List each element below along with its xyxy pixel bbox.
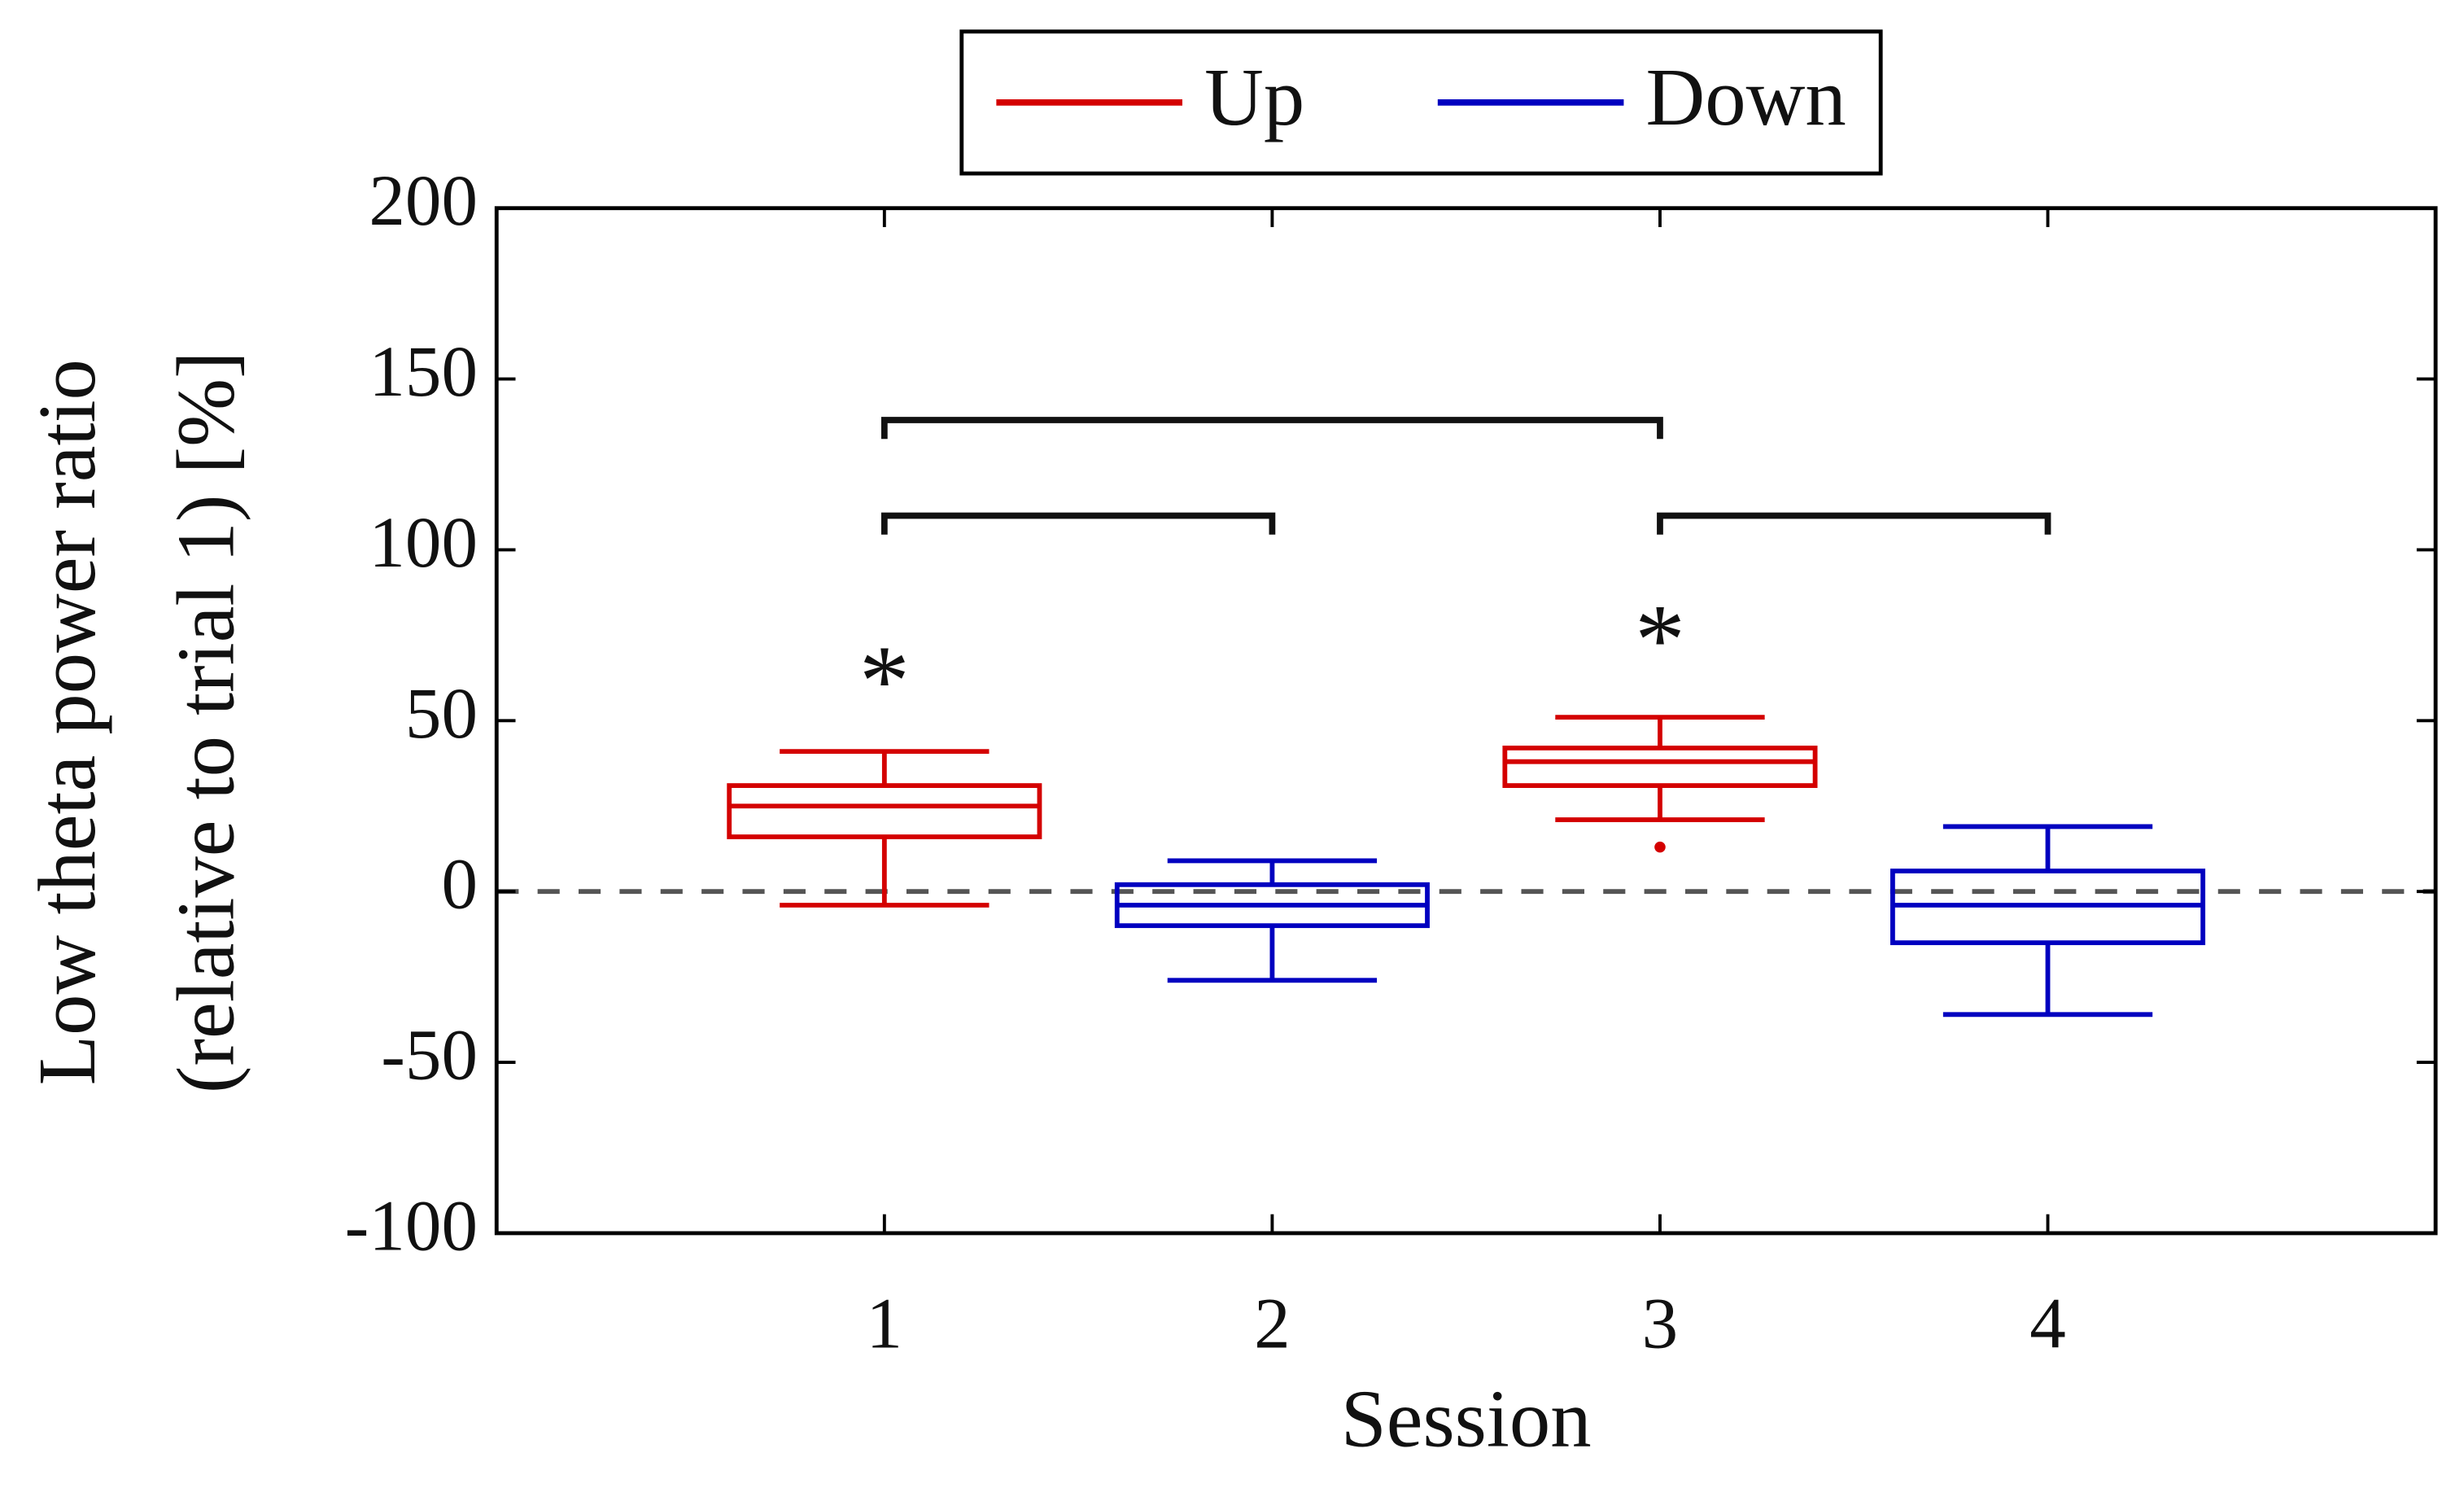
legend-label: Up (1204, 51, 1304, 142)
box (727, 783, 1042, 839)
y-tick-label: 50 (405, 674, 478, 754)
y-tick-label: 150 (369, 332, 478, 412)
x-tick-label: 4 (2029, 1284, 2066, 1364)
x-tick-label: 3 (1642, 1284, 1679, 1364)
y-tick-label: -50 (381, 1016, 478, 1096)
y-tick-label: 100 (369, 503, 478, 583)
x-tick-label: 2 (1254, 1284, 1291, 1364)
significance-marker: * (859, 625, 910, 737)
y-axis-label: Low theta power ratio (21, 359, 112, 1085)
y-tick-label: -100 (345, 1186, 478, 1266)
y-tick-label: 0 (441, 845, 478, 925)
significance-bracket (880, 512, 1276, 535)
significance-bracket (1657, 512, 2051, 535)
significance-marker: * (1635, 584, 1685, 696)
legend-label: Down (1646, 51, 1846, 142)
plot-frame (494, 206, 2438, 1236)
x-axis-label: Session (1341, 1372, 1592, 1464)
significance-bracket (880, 417, 1663, 440)
y-tick-label: 200 (369, 161, 478, 241)
x-tick-label: 1 (867, 1284, 903, 1364)
y-axis-label: (relative to trial 1) [%] (160, 351, 251, 1093)
outlier (1654, 841, 1666, 853)
box (1502, 746, 1818, 788)
